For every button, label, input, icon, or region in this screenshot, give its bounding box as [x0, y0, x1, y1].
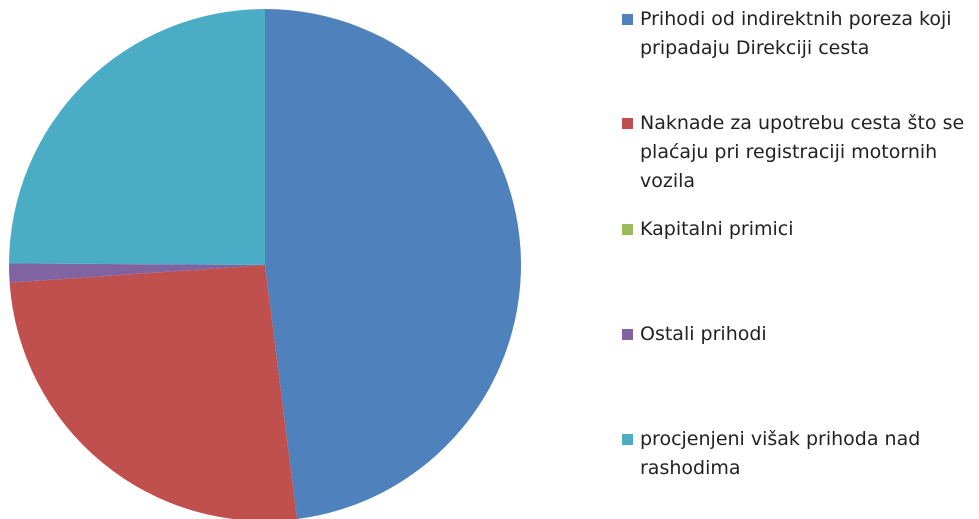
legend-label: Kapitalni primici: [640, 218, 794, 240]
legend-entry: Ostali prihodi: [622, 320, 975, 349]
legend-swatch: [622, 118, 633, 129]
legend-label: Naknade za upotrebu cesta što se plaćaju…: [640, 112, 965, 192]
legend-entry: Naknade za upotrebu cesta što se plaćaju…: [622, 109, 975, 196]
legend-swatch: [622, 434, 633, 445]
legend-swatch: [622, 14, 633, 25]
legend-label: Prihodi od indirektnih poreza koji pripa…: [640, 8, 952, 59]
legend-swatch: [622, 329, 633, 340]
legend-entry: procjenjeni višak prihoda nad rashodima: [622, 425, 975, 483]
legend-swatch: [622, 224, 633, 235]
legend-label: procjenjeni višak prihoda nad rashodima: [640, 428, 921, 479]
legend-entry: Kapitalni primici: [622, 215, 975, 244]
pie-slice: [9, 265, 298, 519]
pie-slice: [9, 9, 266, 265]
legend-entry: Prihodi od indirektnih poreza koji pripa…: [622, 5, 975, 63]
pie-slice: [9, 263, 265, 283]
pie-slice: [265, 9, 522, 519]
legend-label: Ostali prihodi: [640, 323, 767, 345]
